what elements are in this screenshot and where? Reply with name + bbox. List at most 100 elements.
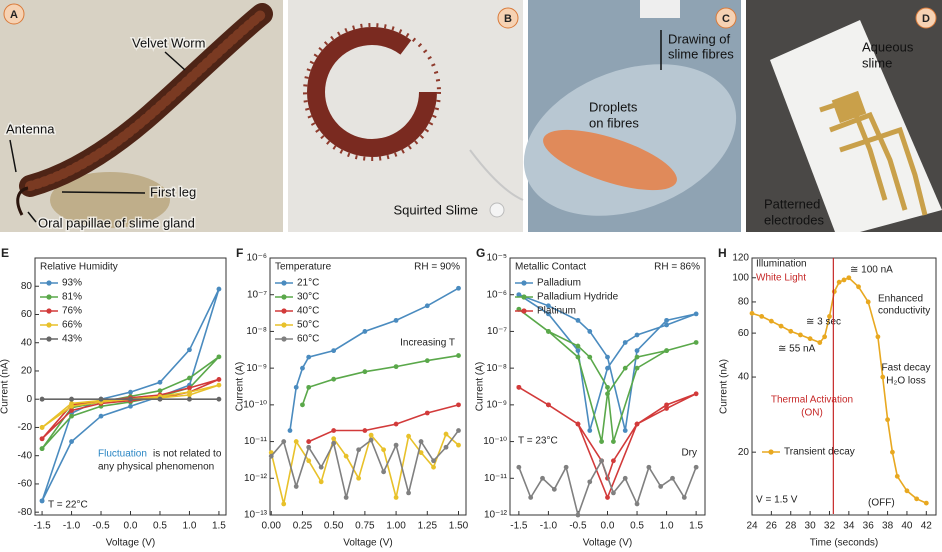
data-point bbox=[216, 396, 222, 402]
y-tick-label: 10⁻¹² bbox=[484, 510, 508, 521]
y-tick-label: 20 bbox=[21, 366, 33, 377]
data-point bbox=[904, 488, 910, 494]
data-point bbox=[39, 498, 45, 504]
data-point bbox=[356, 447, 362, 453]
photo-label: Patterned bbox=[764, 196, 820, 211]
y-tick-label: 10⁻⁹ bbox=[486, 399, 507, 410]
annotation: Relative Humidity bbox=[40, 262, 118, 273]
y-axis-label: Current (nA) bbox=[0, 359, 11, 414]
data-point bbox=[670, 475, 675, 481]
data-point bbox=[318, 464, 324, 470]
data-point bbox=[587, 354, 593, 360]
legend-label: 81% bbox=[62, 292, 82, 303]
y-tick-label: 60 bbox=[738, 328, 750, 339]
data-point bbox=[885, 417, 890, 423]
data-point bbox=[39, 446, 45, 452]
legend-label: 40°C bbox=[297, 306, 319, 317]
data-point bbox=[546, 329, 551, 334]
photo-label: First leg bbox=[150, 184, 196, 199]
legend-marker bbox=[768, 449, 774, 455]
x-tick-label: 38 bbox=[882, 521, 894, 532]
legend-marker bbox=[46, 308, 52, 314]
plot-frame bbox=[269, 257, 467, 516]
legend-marker bbox=[46, 280, 52, 286]
annotation: Temperature bbox=[275, 262, 332, 273]
data-point bbox=[622, 340, 628, 345]
photo-label: Aqueous bbox=[862, 39, 914, 54]
y-tick-label: 10⁻⁶ bbox=[246, 253, 267, 264]
annotation: ≅ 100 nA bbox=[850, 265, 893, 276]
data-point bbox=[216, 377, 222, 382]
data-point bbox=[362, 329, 368, 334]
annotation: T = 22°C bbox=[48, 500, 88, 511]
x-tick-label: 1.5 bbox=[689, 521, 703, 532]
annotation: Enhanced bbox=[878, 294, 923, 305]
data-point bbox=[331, 440, 337, 446]
data-point bbox=[788, 328, 794, 334]
x-tick-label: 1.5 bbox=[212, 521, 226, 532]
annotation: T = 23°C bbox=[518, 436, 558, 447]
data-point bbox=[827, 314, 832, 319]
data-point bbox=[393, 364, 399, 370]
legend-label: 66% bbox=[62, 320, 82, 331]
x-axis-label: Voltage (V) bbox=[343, 538, 392, 549]
y-tick-label: 40 bbox=[738, 372, 750, 383]
data-point bbox=[293, 439, 299, 444]
panel-letter: B bbox=[504, 13, 512, 25]
x-tick-label: 0.25 bbox=[293, 521, 313, 532]
photo-label: Velvet Worm bbox=[132, 35, 205, 50]
data-point bbox=[646, 464, 652, 470]
legend-marker bbox=[281, 308, 287, 314]
legend-label: 76% bbox=[62, 306, 82, 317]
photo-b: B Squirted Slime bbox=[288, 0, 524, 232]
data-point bbox=[381, 469, 387, 475]
x-tick-label: 0.0 bbox=[601, 521, 615, 532]
data-point bbox=[798, 332, 803, 338]
photo-a: A Velvet Worm Antenna First leg Oral pap… bbox=[0, 0, 283, 232]
annotation: ≅ 3 sec bbox=[806, 317, 841, 328]
data-point bbox=[605, 495, 610, 500]
x-tick-label: 42 bbox=[921, 521, 933, 532]
data-point bbox=[634, 421, 640, 427]
data-point bbox=[681, 495, 687, 500]
data-point bbox=[306, 458, 312, 464]
x-tick-label: 30 bbox=[805, 521, 817, 532]
y-tick-label: 0 bbox=[26, 394, 32, 405]
data-point bbox=[540, 475, 545, 481]
data-point bbox=[664, 348, 669, 354]
legend-label: 60°C bbox=[297, 334, 319, 345]
data-point bbox=[293, 484, 299, 489]
data-point bbox=[875, 334, 881, 340]
data-point bbox=[187, 385, 192, 391]
data-point bbox=[456, 285, 461, 291]
y-tick-label: 100 bbox=[732, 272, 749, 283]
data-point bbox=[807, 336, 813, 342]
legend-label: 93% bbox=[62, 278, 82, 289]
annotation: conductivity bbox=[878, 306, 930, 317]
data-point bbox=[381, 447, 387, 453]
data-point bbox=[343, 495, 349, 500]
data-point bbox=[306, 439, 312, 444]
data-point bbox=[923, 500, 929, 506]
data-point bbox=[856, 284, 861, 290]
x-tick-label: -1.0 bbox=[540, 521, 558, 532]
data-point bbox=[778, 323, 784, 329]
data-point bbox=[287, 428, 293, 433]
data-point bbox=[39, 425, 45, 430]
data-point bbox=[634, 332, 640, 338]
series-line bbox=[270, 430, 460, 498]
data-point bbox=[443, 444, 449, 450]
data-point bbox=[894, 473, 900, 479]
y-tick-label: 120 bbox=[732, 253, 749, 264]
legend-label: 30°C bbox=[297, 292, 319, 303]
data-point bbox=[69, 439, 74, 444]
data-point bbox=[749, 310, 755, 316]
y-tick-label: 10⁻⁹ bbox=[246, 363, 267, 374]
data-point bbox=[563, 464, 569, 470]
photo-label: Antenna bbox=[6, 121, 55, 136]
annotation: Metallic Contact bbox=[515, 262, 586, 273]
data-point bbox=[546, 311, 551, 317]
y-axis-label: Current (A) bbox=[235, 362, 246, 411]
data-point bbox=[693, 340, 699, 345]
